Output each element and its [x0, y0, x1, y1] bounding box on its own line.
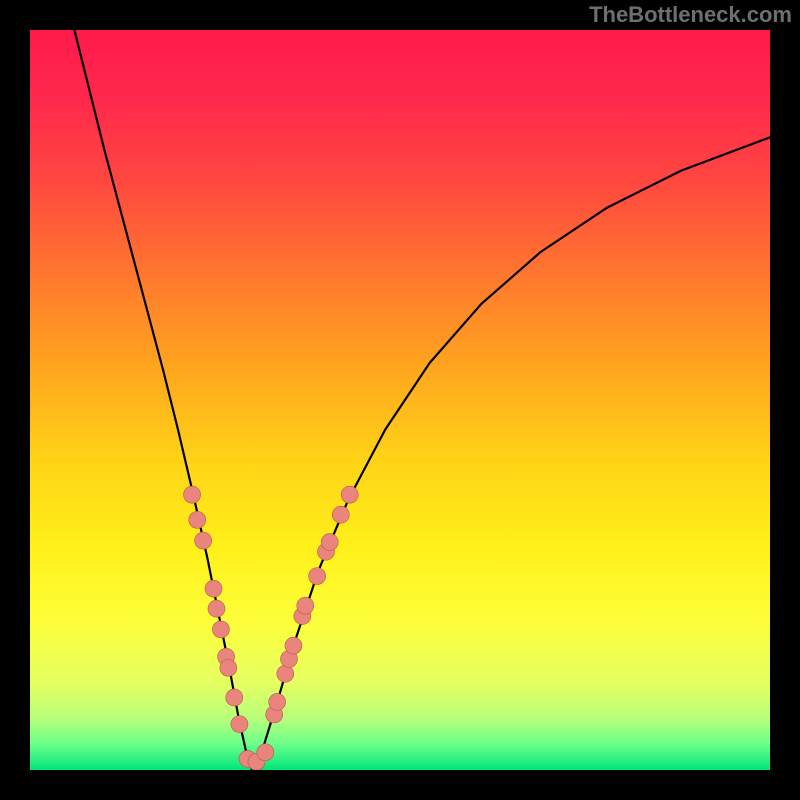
marker-right [269, 693, 286, 710]
marker-left [208, 600, 225, 617]
marker-left [226, 689, 243, 706]
marker-right [285, 637, 302, 654]
marker-right [341, 486, 358, 503]
chart-svg [0, 0, 800, 800]
marker-left [212, 621, 229, 638]
marker-left [220, 659, 237, 676]
marker-right [297, 597, 314, 614]
marker-left [231, 716, 248, 733]
marker-left [205, 580, 222, 597]
marker-right [332, 506, 349, 523]
marker-right [309, 568, 326, 585]
marker-left [189, 511, 206, 528]
marker-right [277, 665, 294, 682]
marker-bottom [257, 744, 274, 761]
marker-right [321, 534, 338, 551]
marker-left [195, 532, 212, 549]
chart-canvas: TheBottleneck.com [0, 0, 800, 800]
marker-left [184, 486, 201, 503]
plot-background [30, 30, 770, 770]
